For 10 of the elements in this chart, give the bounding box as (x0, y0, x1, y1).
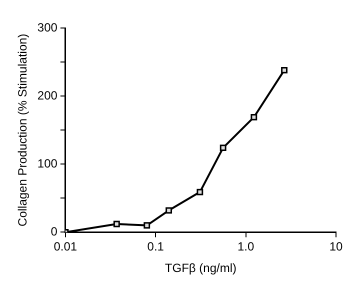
x-tick-label: 0.1 (147, 240, 164, 254)
x-tick-label: 10 (329, 240, 343, 254)
y-tick-label: 100 (37, 156, 58, 170)
x-axis-title: TGFβ (ng/ml) (164, 261, 236, 276)
y-axis-title: Collagen Production (% Stimulation) (16, 34, 30, 226)
x-tick-label: 1.0 (237, 240, 254, 254)
y-tick-label: 200 (37, 88, 58, 102)
y-tick-label: 300 (37, 20, 58, 34)
x-tick-label: 0.01 (54, 240, 78, 254)
y-tick-label: 0 (50, 224, 58, 239)
